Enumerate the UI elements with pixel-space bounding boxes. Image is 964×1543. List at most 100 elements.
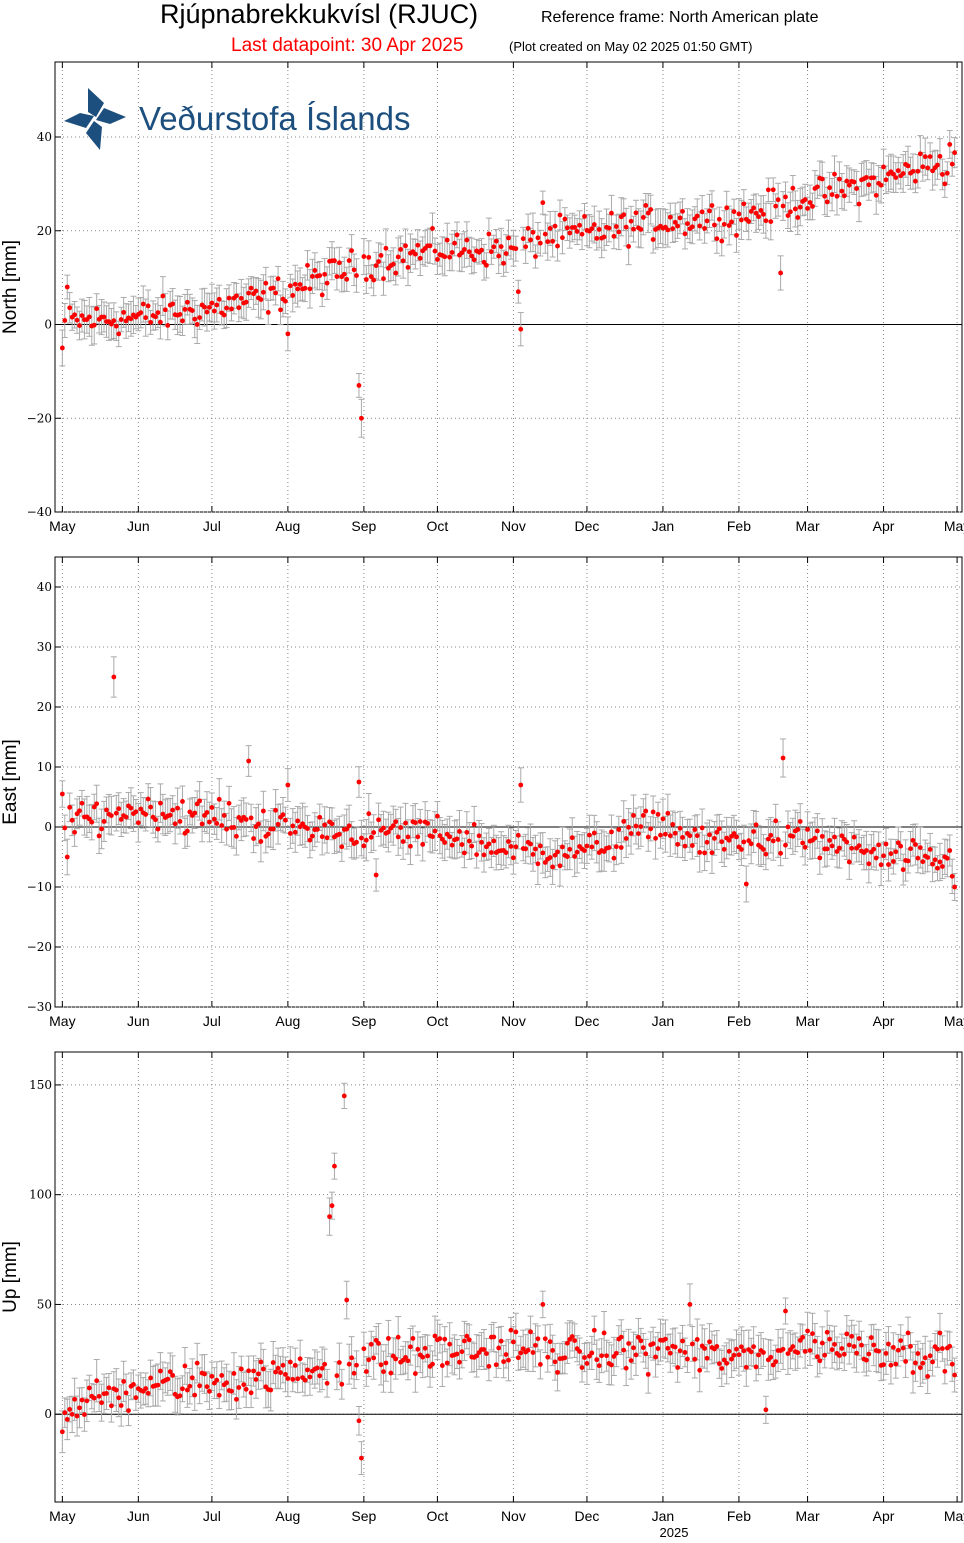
data-point — [290, 823, 296, 829]
data-point — [395, 1334, 401, 1340]
data-point — [194, 322, 200, 327]
data-point — [768, 1354, 774, 1360]
y-tick-label: −10 — [27, 880, 52, 894]
data-point — [528, 237, 533, 243]
data-point — [381, 825, 386, 831]
data-point — [724, 1360, 730, 1366]
data-point — [216, 796, 222, 802]
data-point — [658, 832, 663, 838]
data-point — [876, 1348, 882, 1354]
data-point — [697, 1367, 703, 1373]
data-point — [221, 312, 227, 318]
data-point — [322, 822, 328, 828]
data-point — [719, 839, 725, 845]
x-tick-label: Jul — [203, 518, 221, 534]
data-point — [484, 1351, 489, 1357]
y-tick-label: 30 — [37, 640, 52, 654]
data-point — [667, 214, 673, 220]
data-point — [557, 863, 563, 869]
data-point — [662, 831, 668, 837]
data-point — [743, 1364, 749, 1370]
data-point — [680, 1338, 685, 1344]
data-point — [643, 203, 649, 208]
data-point — [626, 824, 632, 830]
data-point — [952, 1372, 958, 1378]
data-point — [888, 851, 894, 857]
data-point — [469, 253, 475, 259]
data-point — [270, 285, 276, 291]
data-point — [937, 1330, 943, 1336]
data-point — [952, 150, 958, 156]
data-point — [96, 1393, 102, 1399]
data-point — [177, 819, 183, 824]
data-point — [204, 309, 210, 315]
data-point — [184, 828, 190, 834]
data-point — [694, 1337, 700, 1342]
y-tick-label: 20 — [37, 224, 52, 238]
data-point — [283, 298, 288, 304]
data-point — [900, 1345, 906, 1351]
data-point — [121, 1378, 127, 1384]
data-point — [834, 849, 840, 854]
data-point — [738, 1344, 744, 1350]
data-point — [716, 826, 722, 832]
data-point — [243, 817, 249, 822]
data-point — [837, 176, 842, 182]
plot-created-label: (Plot created on May 02 2025 01:50 GMT) — [509, 39, 753, 54]
data-point — [113, 323, 119, 329]
data-point — [653, 1354, 658, 1360]
data-point — [317, 1373, 323, 1379]
data-point — [238, 295, 244, 301]
x-tick-label: Dec — [574, 1013, 599, 1029]
data-point — [329, 1203, 335, 1209]
data-point — [670, 822, 676, 827]
data-point — [211, 308, 217, 314]
data-point — [917, 845, 923, 850]
data-point — [621, 212, 627, 218]
data-point — [226, 295, 232, 301]
data-point — [626, 1341, 632, 1346]
data-point — [79, 800, 85, 806]
data-point — [528, 841, 533, 847]
data-point — [69, 817, 75, 823]
data-point — [202, 304, 207, 310]
data-point — [883, 841, 889, 847]
data-point — [795, 827, 801, 832]
data-point — [814, 184, 820, 190]
data-point — [665, 227, 671, 233]
panel-east: MayJunJulAugSepOctNovDecJanFebMarAprMay−… — [0, 556, 964, 1029]
data-point — [650, 1341, 656, 1347]
x-tick-label: Dec — [574, 518, 599, 534]
data-point — [410, 1336, 416, 1341]
data-point — [363, 837, 369, 843]
data-point — [883, 177, 889, 183]
data-point — [667, 833, 673, 839]
data-point — [886, 1341, 891, 1347]
data-point — [400, 839, 406, 844]
data-point — [324, 835, 330, 841]
y-tick-label: −30 — [27, 1000, 52, 1014]
data-point — [515, 289, 521, 295]
data-point — [417, 819, 423, 824]
data-point — [356, 383, 362, 388]
data-point — [915, 1351, 921, 1356]
data-point — [856, 201, 862, 207]
data-point — [601, 1330, 607, 1336]
data-point — [189, 1375, 195, 1381]
data-point — [893, 175, 899, 180]
data-point — [761, 847, 766, 852]
data-point — [491, 244, 497, 250]
data-point — [621, 1347, 627, 1353]
data-point — [731, 1352, 737, 1358]
plot-frame — [54, 61, 963, 513]
data-point — [770, 838, 776, 844]
data-point — [373, 263, 379, 269]
data-point — [454, 232, 460, 238]
data-points — [59, 1093, 958, 1461]
data-point — [184, 1387, 190, 1393]
data-point — [761, 211, 766, 217]
data-point — [229, 306, 234, 312]
data-point — [800, 1334, 806, 1340]
data-point — [525, 1347, 531, 1353]
data-point — [449, 250, 455, 255]
